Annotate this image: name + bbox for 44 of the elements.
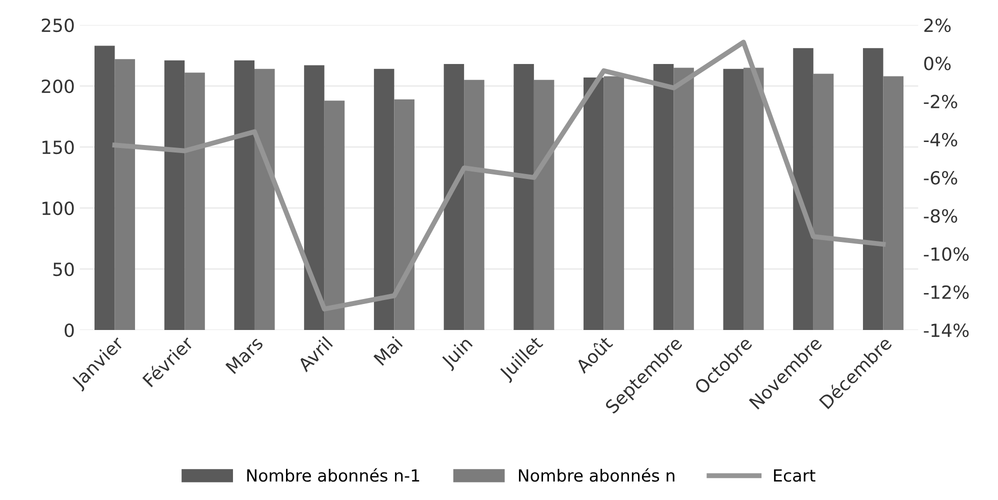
bar bbox=[324, 100, 345, 330]
bar bbox=[184, 72, 205, 330]
bar bbox=[114, 59, 136, 330]
y2-tick-label: -12% bbox=[924, 285, 969, 299]
bar bbox=[444, 64, 464, 330]
bar bbox=[534, 80, 554, 330]
line-series bbox=[112, 40, 886, 312]
y-tick-label: 0 bbox=[64, 323, 74, 338]
y-tick-label: 200 bbox=[42, 79, 74, 94]
bar bbox=[164, 60, 185, 330]
y2-tick-label: -6% bbox=[924, 170, 958, 185]
bar bbox=[653, 64, 674, 330]
bar bbox=[744, 68, 764, 330]
y2-tick-label: -10% bbox=[924, 247, 969, 261]
y-tick-label: 150 bbox=[42, 140, 74, 154]
bar bbox=[254, 68, 275, 330]
bar bbox=[813, 74, 834, 330]
bar bbox=[723, 68, 744, 330]
y2-tick-label: -14% bbox=[924, 323, 969, 338]
legend-label: Nombre abonnés n-1 bbox=[247, 468, 420, 482]
bar bbox=[304, 65, 324, 330]
y-tick-label: 100 bbox=[42, 201, 74, 216]
y2-tick-label: -2% bbox=[924, 94, 958, 108]
y2-tick-label: -8% bbox=[924, 209, 958, 223]
y2-tick-label: 2% bbox=[924, 18, 951, 32]
bar bbox=[94, 46, 115, 330]
bar bbox=[584, 77, 604, 330]
y2-tick-label: -4% bbox=[924, 132, 958, 146]
bar bbox=[514, 64, 534, 330]
legend-label: Nombre abonnés n bbox=[518, 468, 674, 482]
x-tick-label: Mai bbox=[373, 336, 403, 366]
bar bbox=[793, 48, 814, 330]
bar bbox=[674, 68, 694, 330]
legend-label: Ecart bbox=[774, 469, 816, 482]
bar bbox=[883, 76, 904, 330]
bar bbox=[394, 99, 414, 330]
y2-tick-label: 0% bbox=[924, 56, 951, 70]
bar bbox=[862, 48, 884, 330]
bar bbox=[464, 80, 484, 330]
bar bbox=[234, 60, 254, 330]
y-tick-label: 250 bbox=[42, 18, 74, 32]
y-tick-label: 50 bbox=[53, 262, 74, 276]
bar bbox=[604, 76, 624, 330]
bar bbox=[374, 68, 394, 330]
